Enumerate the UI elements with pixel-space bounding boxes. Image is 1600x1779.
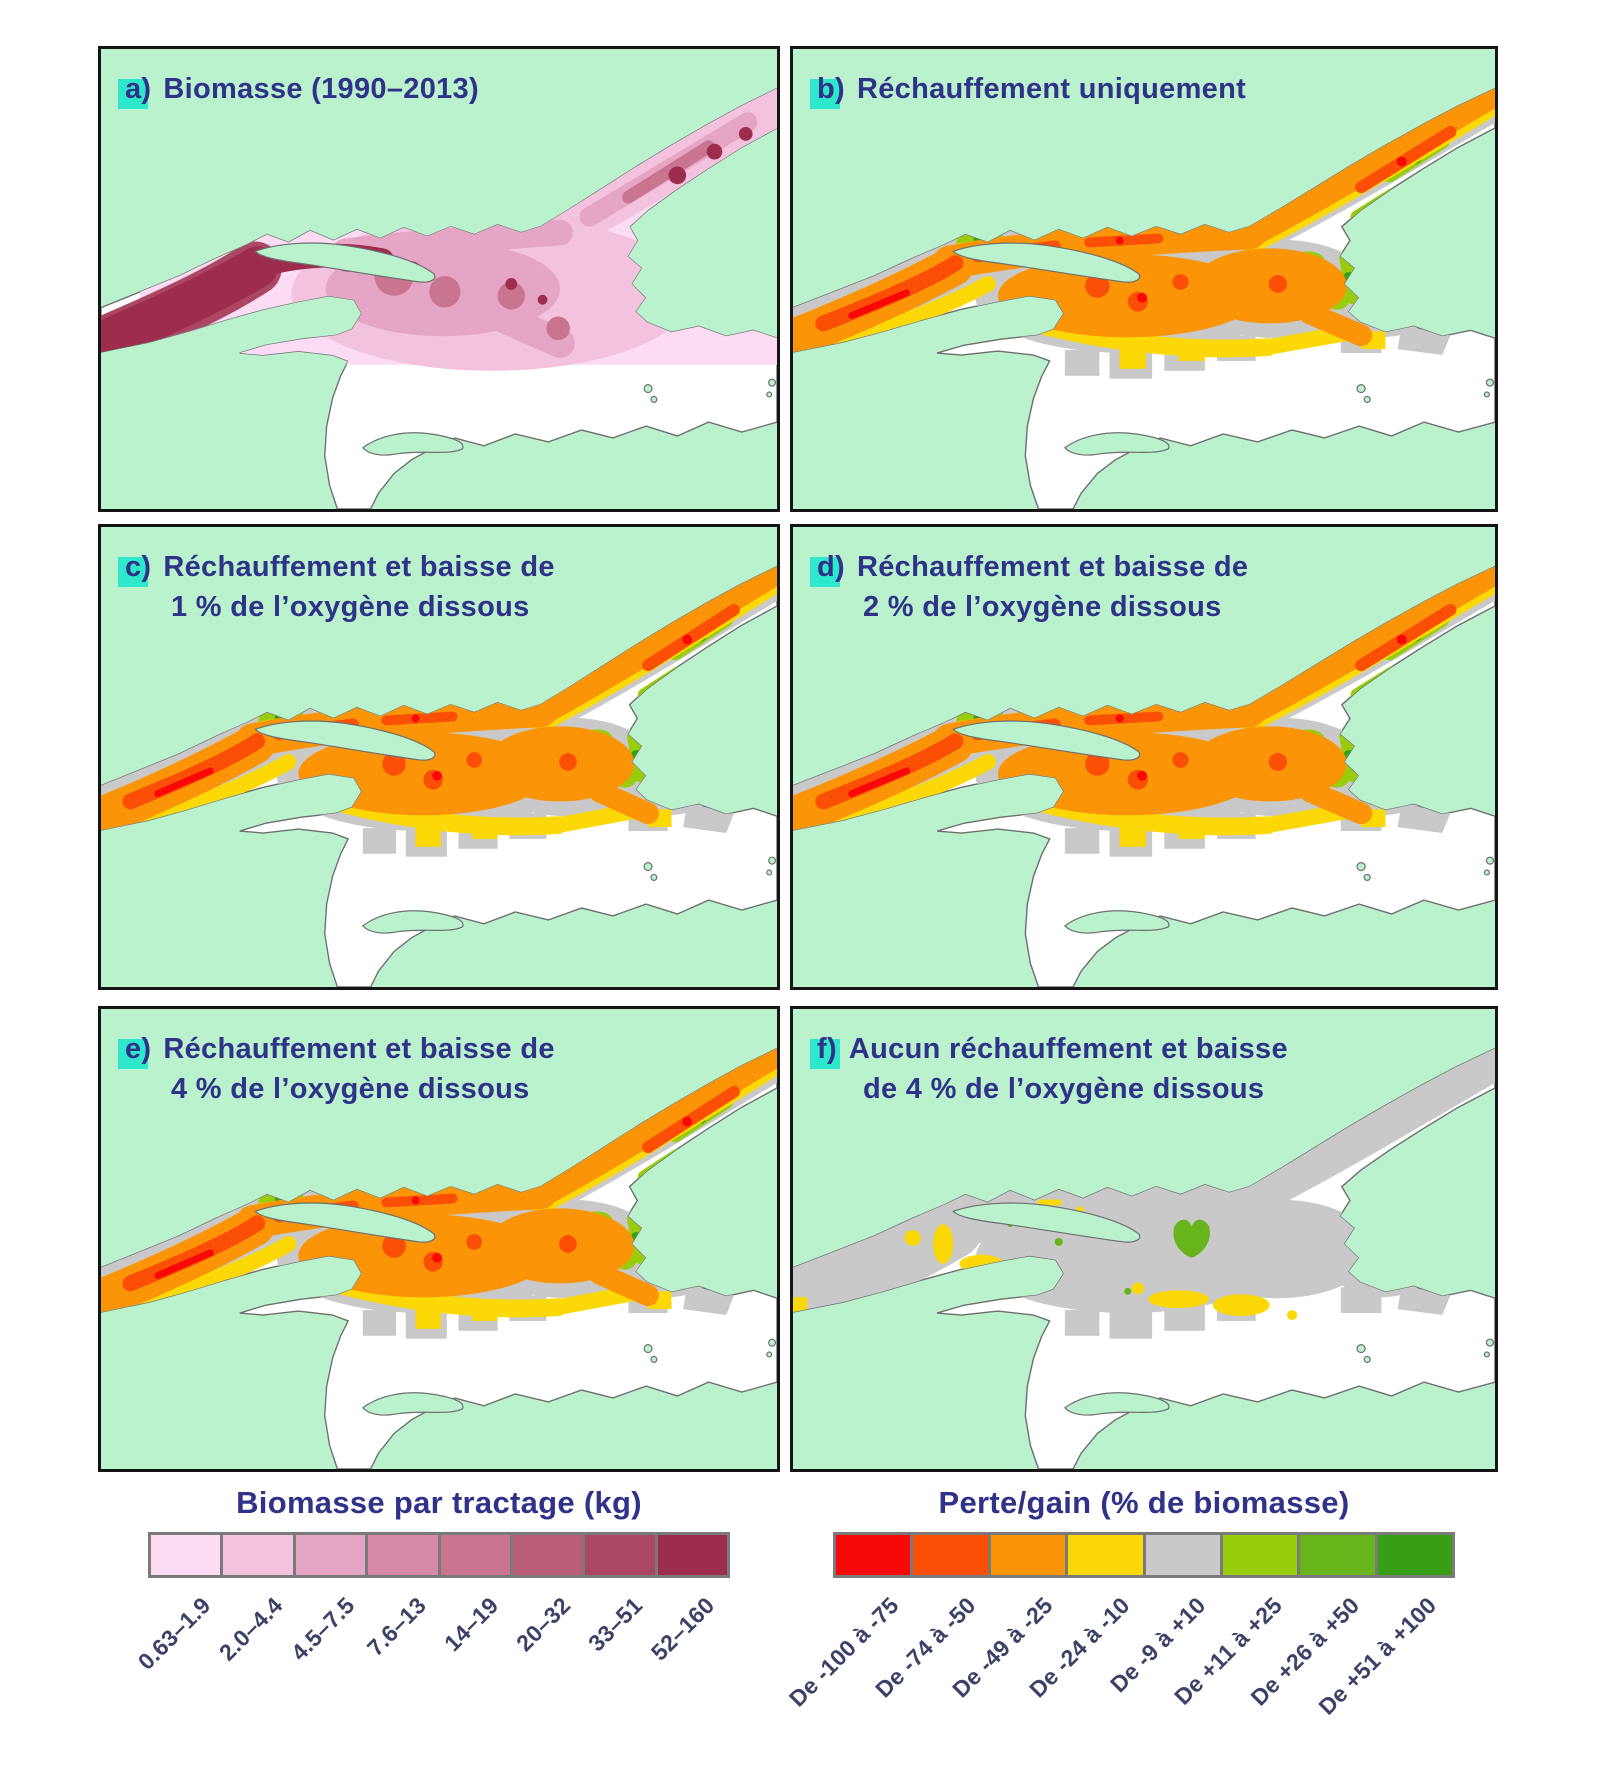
- legend-swatch: [585, 1535, 658, 1575]
- tick-label: 0.63–1.9: [132, 1592, 216, 1675]
- legend-biomasse: Biomasse par tractage (kg) 0.63–1.9 2.0–…: [98, 1484, 780, 1748]
- map-oxygene-1pct: [101, 527, 777, 987]
- tick-label: 2.0–4.4: [213, 1592, 288, 1666]
- panel-e-label: e): [117, 1029, 151, 1070]
- legend-perte-gain: Perte/gain (% de biomasse) De -100 à -75…: [784, 1484, 1498, 1748]
- tick-label: 20–32: [511, 1592, 576, 1657]
- panel-f-label: f): [810, 1029, 840, 1070]
- panel-e: e) Réchauffement et baisse de 4 % de l’ox…: [98, 1006, 780, 1472]
- panel-c-title-text: Réchauffement et baisse de: [163, 551, 555, 583]
- legend-swatch: [440, 1535, 513, 1575]
- legend-perte-gain-colorbar: [833, 1532, 1455, 1578]
- panel-c-title-line2: 1 % de l’oxygène dissous: [171, 591, 530, 624]
- legend-swatch: [657, 1535, 727, 1575]
- panel-b-title: b) Réchauffement uniquement: [810, 69, 1247, 110]
- legend-swatch: [368, 1535, 441, 1575]
- panel-a-title: a) Biomasse (1990–2013): [117, 69, 479, 110]
- panel-f: f) Aucun réchauffement et baisse de 4 % d…: [790, 1006, 1498, 1472]
- map-rechauffement: [793, 49, 1495, 509]
- panel-d: d) Réchauffement et baisse de 2 % de l’ox…: [790, 524, 1498, 990]
- map-sans-rechauffement-4pct: [793, 1009, 1495, 1469]
- legend-biomasse-title: Biomasse par tractage (kg): [236, 1485, 642, 1520]
- legend-swatch: [1145, 1535, 1223, 1575]
- panel-d-title-line2: 2 % de l’oxygène dissous: [863, 591, 1222, 624]
- panel-d-label: d): [810, 547, 845, 588]
- panel-b-label: b): [810, 69, 845, 110]
- panel-f-title-text: Aucun réchauffement et baisse: [848, 1033, 1288, 1065]
- panel-e-title-line2: 4 % de l’oxygène dissous: [171, 1073, 530, 1106]
- panel-e-title: e) Réchauffement et baisse de 4 % de l’ox…: [117, 1029, 555, 1109]
- tick-label: 14–19: [439, 1592, 504, 1657]
- legend-swatch: [913, 1535, 991, 1575]
- panel-b: b) Réchauffement uniquement: [790, 46, 1498, 512]
- panel-f-title-line2: de 4 % de l’oxygène dissous: [863, 1073, 1265, 1106]
- panel-a-label: a): [117, 69, 151, 110]
- panel-e-title-text: Réchauffement et baisse de: [163, 1033, 555, 1065]
- legend-swatch: [836, 1535, 914, 1575]
- panel-a: a) Biomasse (1990–2013): [98, 46, 780, 512]
- panel-c: c) Réchauffement et baisse de 1 % de l’ox…: [98, 524, 780, 990]
- legend-perte-gain-title: Perte/gain (% de biomasse): [938, 1485, 1350, 1520]
- panel-b-title-text: Réchauffement uniquement: [856, 73, 1247, 105]
- map-biomasse: [101, 49, 777, 509]
- panel-a-title-text: Biomasse (1990–2013): [163, 73, 479, 105]
- legend-swatch: [512, 1535, 586, 1575]
- legend-swatch: [1068, 1535, 1146, 1575]
- tick-label: 52–160: [645, 1592, 720, 1666]
- legend-biomasse-colorbar: [148, 1532, 730, 1578]
- map-oxygene-4pct: [101, 1009, 777, 1469]
- tick-label: 4.5–7.5: [285, 1592, 360, 1666]
- panel-d-title: d) Réchauffement et baisse de 2 % de l’ox…: [810, 547, 1249, 627]
- panel-f-title: f) Aucun réchauffement et baisse de 4 % d…: [810, 1029, 1288, 1109]
- legend-swatch: [1222, 1535, 1301, 1575]
- legend-swatch: [151, 1535, 224, 1575]
- legend-swatch: [1377, 1535, 1452, 1575]
- legend-swatch: [990, 1535, 1069, 1575]
- legend-perte-gain-ticks: De -100 à -75 De -74 à -50 De -49 à -25 …: [784, 1578, 1498, 1748]
- legend-swatch: [295, 1535, 369, 1575]
- panel-d-title-text: Réchauffement et baisse de: [856, 551, 1249, 583]
- tick-label: 7.6–13: [362, 1592, 432, 1661]
- legend-swatch: [223, 1535, 296, 1575]
- legend-swatch: [1300, 1535, 1378, 1575]
- legend-biomasse-ticks: 0.63–1.9 2.0–4.4 4.5–7.5 7.6–13 14–19 20…: [98, 1578, 780, 1748]
- map-oxygene-2pct: [793, 527, 1495, 987]
- tick-label: 33–51: [583, 1592, 648, 1657]
- panel-c-title: c) Réchauffement et baisse de 1 % de l’ox…: [117, 547, 555, 627]
- panel-c-label: c): [117, 547, 151, 588]
